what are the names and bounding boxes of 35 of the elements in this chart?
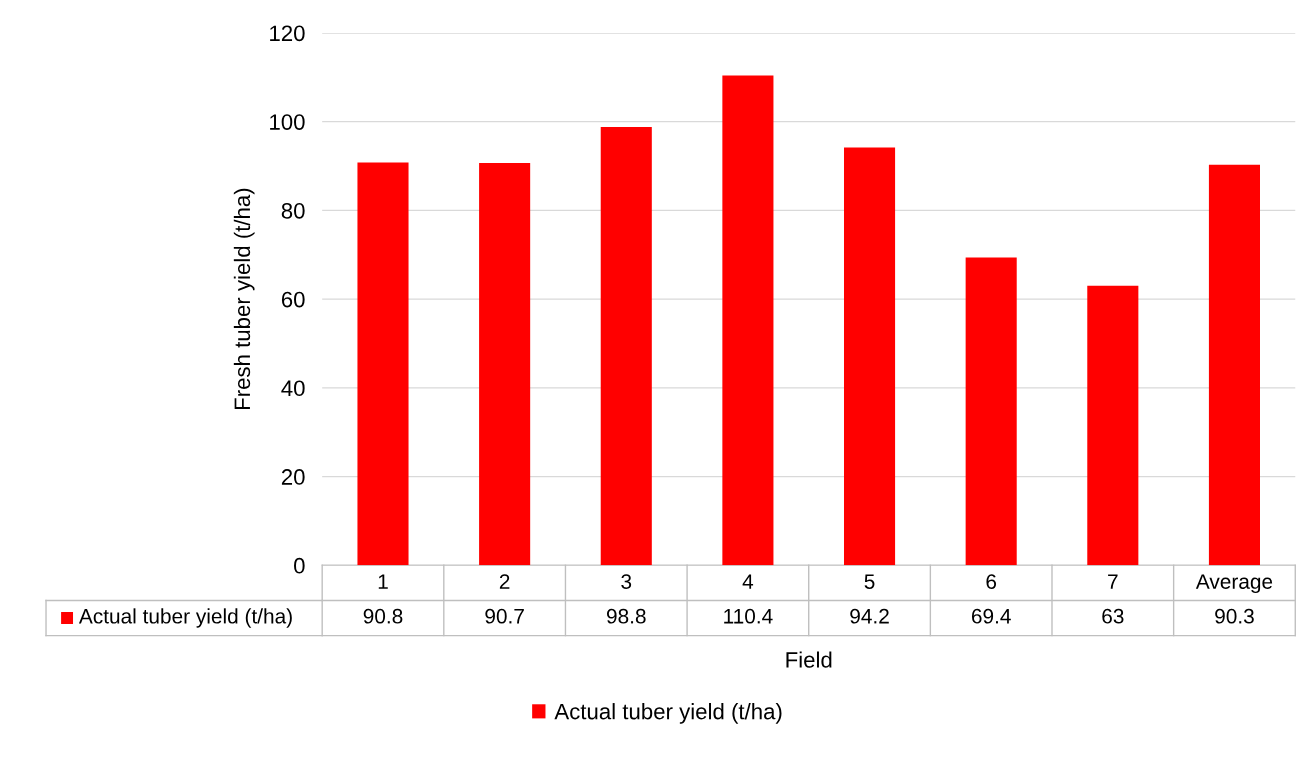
x-tick-label: 2 — [499, 574, 510, 589]
x-tick-label: 7 — [1108, 574, 1118, 589]
y-tick-label: 80 — [281, 202, 305, 219]
legend-label: Actual tuber yield (t/ha) — [78, 608, 292, 628]
y-tick-label: 60 — [281, 291, 305, 308]
y-tick-label: 100 — [270, 114, 305, 130]
bar — [722, 75, 774, 566]
data-label: 90.8 — [363, 608, 403, 624]
x-tick-label: 4 — [742, 574, 754, 589]
x-tick-label: 1 — [378, 574, 388, 589]
data-label: 90.7 — [485, 608, 524, 624]
data-label: 90.3 — [1215, 608, 1254, 624]
bar — [357, 162, 409, 566]
x-tick-label: 5 — [864, 574, 875, 589]
y-tick-label: 40 — [281, 380, 305, 397]
y-tick-label: 0 — [294, 557, 305, 574]
bar — [600, 126, 652, 566]
bar — [479, 162, 531, 566]
x-tick-label: Average — [1195, 574, 1273, 594]
x-axis-title: Field — [786, 651, 832, 668]
data-label: 110.4 — [724, 608, 773, 624]
data-label: 69.4 — [971, 608, 1011, 624]
x-tick-label: 6 — [986, 574, 997, 589]
bar — [965, 257, 1017, 566]
bar — [1087, 285, 1139, 566]
bar — [1208, 164, 1260, 566]
y-tick-label: 20 — [281, 469, 305, 485]
y-axis-title: Fresh tuber yield (t/ha) — [233, 188, 255, 410]
data-label: 94.2 — [850, 608, 889, 624]
data-label: 63 — [1102, 608, 1124, 624]
data-label: 98.8 — [606, 608, 646, 624]
bar — [844, 147, 896, 566]
y-tick-label: 120 — [270, 25, 305, 42]
text: Actual tuber yield (t/ha) — [554, 703, 782, 724]
x-tick-label: 3 — [621, 574, 632, 589]
